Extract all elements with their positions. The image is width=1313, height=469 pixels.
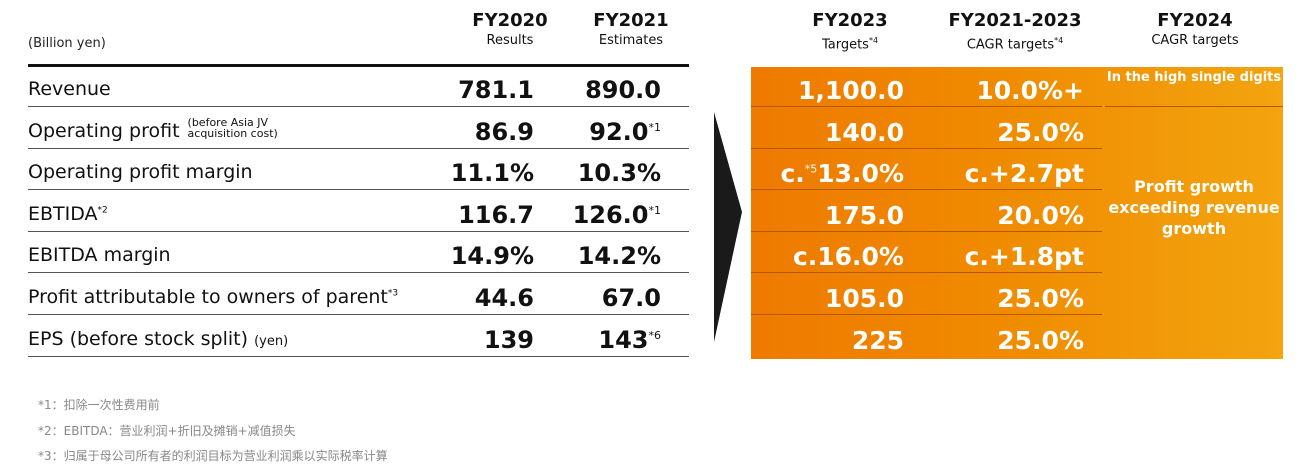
header-fy2023-sub: Targets bbox=[821, 37, 869, 53]
fy2024-revenue-target: In the high single digits bbox=[1105, 67, 1283, 107]
target-row-ebitda-margin: c.16.0% c.+1.8pt bbox=[751, 240, 1102, 273]
fy2021-value: 143 bbox=[598, 326, 649, 354]
table-top-rule bbox=[28, 64, 689, 67]
fy2021-value: 890.0 bbox=[585, 76, 661, 104]
cagr-value: 25.0% bbox=[997, 118, 1084, 147]
target-row-revenue: 1,100.0 10.0%+ bbox=[751, 74, 1102, 107]
target-row-eps: 225 25.0% bbox=[751, 324, 1102, 356]
row-label: EPS (before stock split) bbox=[28, 328, 249, 350]
unit-label: (Billion yen) bbox=[28, 36, 106, 51]
table-row-ebitda-margin: EBITDA margin 14.9% 14.2% bbox=[28, 240, 689, 273]
fy2021-value: 92.0 bbox=[589, 118, 649, 146]
header-fy2021: FY2021 Estimates bbox=[576, 10, 686, 50]
fy2024-profit-target: Profit growth exceeding revenue growth bbox=[1108, 177, 1280, 238]
table-row-profit-attributable: Profit attributable to owners of parent*… bbox=[28, 282, 689, 315]
fy2021-value: 10.3% bbox=[577, 159, 661, 187]
fy2023-value: 105.0 bbox=[824, 284, 904, 313]
target-row-profit-attributable: 105.0 25.0% bbox=[751, 282, 1102, 315]
fy2020-value: 139 bbox=[483, 326, 534, 354]
cagr-value: c.+2.7pt bbox=[964, 159, 1084, 188]
fy2020-value: 14.9% bbox=[450, 242, 534, 270]
fy2021-footnote: *1 bbox=[648, 121, 662, 134]
table-row-eps: EPS (before stock split) (yen) 139 143*6 bbox=[28, 324, 689, 357]
right-arrow-icon bbox=[714, 112, 742, 342]
cagr-value: 25.0% bbox=[997, 326, 1084, 355]
header-cagr2123-sub: CAGR targets bbox=[966, 37, 1055, 53]
header-fy2020-sub: Results bbox=[486, 33, 534, 48]
header-fy2024-sub: CAGR targets bbox=[1151, 33, 1239, 48]
header-fy2021-sub: Estimates bbox=[598, 33, 664, 48]
fy2020-value: 44.6 bbox=[474, 284, 534, 312]
fy2023-value: 140.0 bbox=[824, 118, 904, 147]
fy2020-value: 11.1% bbox=[450, 159, 534, 187]
fy2020-value: 781.1 bbox=[458, 76, 534, 104]
target-row-ebtida: 175.0 20.0% bbox=[751, 199, 1102, 232]
footnote-2: *2：EBITDA：营业利润+折旧及摊销+减值损失 bbox=[38, 424, 296, 438]
footnote-1: *1：扣除一次性费用前 bbox=[38, 398, 160, 412]
fy2023-value: 1,100.0 bbox=[798, 76, 904, 105]
header-fy2020-title: FY2020 bbox=[472, 10, 548, 31]
cagr-value: 25.0% bbox=[997, 284, 1084, 313]
fy2021-value: 14.2% bbox=[577, 242, 661, 270]
footnote-3: *3：归属于母公司所有者的利润目标为营业利润乘以实际税率计算 bbox=[38, 449, 388, 463]
row-label: Profit attributable to owners of parent bbox=[28, 286, 388, 308]
table-row-operating-margin: Operating profit margin 11.1% 10.3% bbox=[28, 157, 689, 190]
row-label: Revenue bbox=[28, 78, 111, 100]
header-cagr2123: FY2021-2023 CAGR targets*4 bbox=[935, 10, 1095, 54]
cagr-value: 20.0% bbox=[997, 201, 1084, 230]
header-fy2023-title: FY2023 bbox=[812, 10, 888, 31]
header-cagr2123-sup: *4 bbox=[1054, 36, 1064, 45]
table-row-ebtida: EBTIDA*2 116.7 126.0*1 bbox=[28, 199, 689, 232]
fy2020-value: 86.9 bbox=[474, 118, 534, 146]
header-fy2020: FY2020 Results bbox=[455, 10, 565, 50]
row-label: Operating profit bbox=[28, 120, 180, 142]
header-fy2024: FY2024 CAGR targets bbox=[1115, 10, 1275, 50]
fy2021-footnote: *1 bbox=[648, 204, 662, 217]
cagr-value: c.+1.8pt bbox=[964, 242, 1084, 271]
row-label-note: (before Asia JV acquisition cost) bbox=[187, 115, 278, 140]
header-fy2021-title: FY2021 bbox=[593, 10, 669, 31]
row-label: EBTIDA bbox=[28, 203, 98, 225]
fy2023-value: 175.0 bbox=[824, 201, 904, 230]
target-row-operating-profit: 140.0 25.0% bbox=[751, 116, 1102, 149]
cagr-value: 10.0%+ bbox=[976, 76, 1084, 105]
fy2023-value: c.16.0% bbox=[792, 242, 904, 271]
row-label-footnote: *2 bbox=[97, 205, 108, 216]
targets-panel bbox=[751, 67, 1283, 359]
row-label: EBITDA margin bbox=[28, 244, 171, 266]
fy2021-value: 126.0 bbox=[572, 201, 649, 229]
fy2023-value: 225 bbox=[851, 326, 904, 355]
fy2023-footnote: *5 bbox=[804, 162, 818, 176]
row-label-footnote: *3 bbox=[387, 288, 399, 299]
table-row-operating-profit: Operating profit (before Asia JV acquisit… bbox=[28, 116, 689, 149]
row-label-suffix: (yen) bbox=[254, 334, 289, 349]
header-fy2023-sup: *4 bbox=[868, 36, 879, 45]
header-fy2024-title: FY2024 bbox=[1157, 10, 1233, 31]
fy2021-footnote: *6 bbox=[648, 329, 662, 342]
fy2020-value: 116.7 bbox=[458, 201, 534, 229]
table-row-revenue: Revenue 781.1 890.0 bbox=[28, 74, 689, 107]
target-row-operating-margin: c.*513.0% c.+2.7pt bbox=[751, 157, 1102, 190]
row-label: Operating profit margin bbox=[28, 161, 253, 183]
header-cagr2123-title: FY2021-2023 bbox=[948, 10, 1082, 31]
fy2023-value: 13.0% bbox=[817, 159, 904, 188]
header-fy2023: FY2023 Targets*4 bbox=[780, 10, 920, 54]
fy2021-value: 67.0 bbox=[601, 284, 661, 312]
fy2023-prefix: c. bbox=[780, 159, 805, 188]
